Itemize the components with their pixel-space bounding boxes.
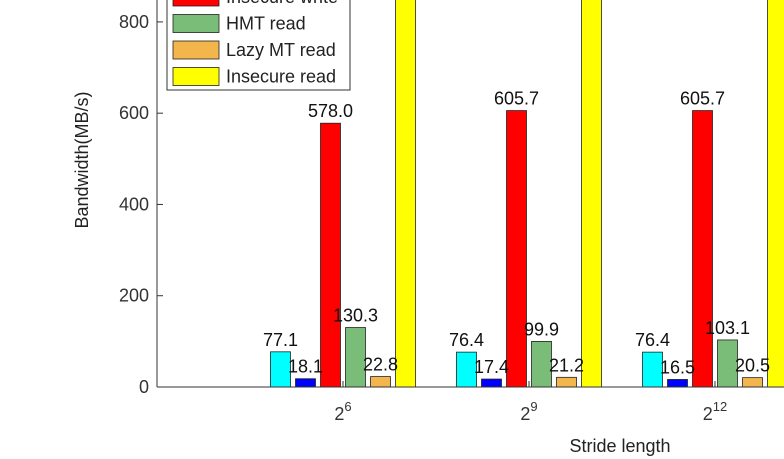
data-label: 21.2 <box>549 355 584 375</box>
legend-label: Insecure write <box>226 0 338 7</box>
data-label: 76.4 <box>635 330 670 350</box>
legend-label: Lazy MT read <box>226 40 336 60</box>
legend-swatch <box>172 67 220 86</box>
bar <box>506 110 527 387</box>
y-tick-label: 800 <box>119 12 149 32</box>
x-axis-label: Stride length <box>569 436 670 456</box>
legend: Insecure write HMT read Lazy MT read Insecu… <box>166 0 351 91</box>
bar <box>767 0 784 387</box>
bar <box>481 378 502 387</box>
data-label: 605.7 <box>494 89 539 109</box>
bar <box>395 0 416 387</box>
bar <box>370 376 391 387</box>
legend-swatch <box>172 14 220 33</box>
data-label: 99.9 <box>524 319 559 339</box>
x-tick-exponent: 6 <box>344 399 351 414</box>
data-label: 130.3 <box>333 306 378 326</box>
bar <box>667 379 688 387</box>
bar <box>295 378 316 387</box>
data-label: 17.4 <box>474 357 509 377</box>
data-label: 16.5 <box>660 357 695 377</box>
bar <box>581 0 602 387</box>
x-tick-base: 2 <box>703 404 713 424</box>
y-tick-label: 400 <box>119 194 149 214</box>
y-axis-label: Bandwidth(MB/s) <box>72 91 92 228</box>
x-tick-label: 29 <box>520 399 537 424</box>
legend-label: HMT read <box>226 14 306 34</box>
x-tick-label: 26 <box>334 399 351 424</box>
x-tick-base: 2 <box>334 404 344 424</box>
x-tick-exponent: 12 <box>713 399 727 414</box>
y-tick-label: 600 <box>119 103 149 123</box>
plot-area <box>270 0 784 387</box>
legend-swatch <box>172 0 220 7</box>
bar <box>556 376 577 387</box>
y-tick-label: 0 <box>139 377 149 397</box>
x-tick-exponent: 9 <box>530 399 537 414</box>
data-label: 76.4 <box>449 330 484 350</box>
bar <box>531 341 552 387</box>
data-label: 578.0 <box>308 101 353 121</box>
legend-label: Insecure read <box>226 67 336 87</box>
bar <box>320 122 341 387</box>
x-tick-base: 2 <box>520 404 530 424</box>
bar <box>692 110 713 387</box>
y-tick-label: 200 <box>119 286 149 306</box>
bar <box>742 377 763 387</box>
x-tick-label: 212 <box>703 399 727 424</box>
data-label: 605.7 <box>680 89 725 109</box>
legend-swatch <box>172 40 220 60</box>
data-label: 18.1 <box>288 357 323 377</box>
data-label: 103.1 <box>705 318 750 338</box>
data-label: 22.8 <box>363 355 398 375</box>
data-label: 77.1 <box>263 330 298 350</box>
data-label: 20.5 <box>735 356 770 376</box>
